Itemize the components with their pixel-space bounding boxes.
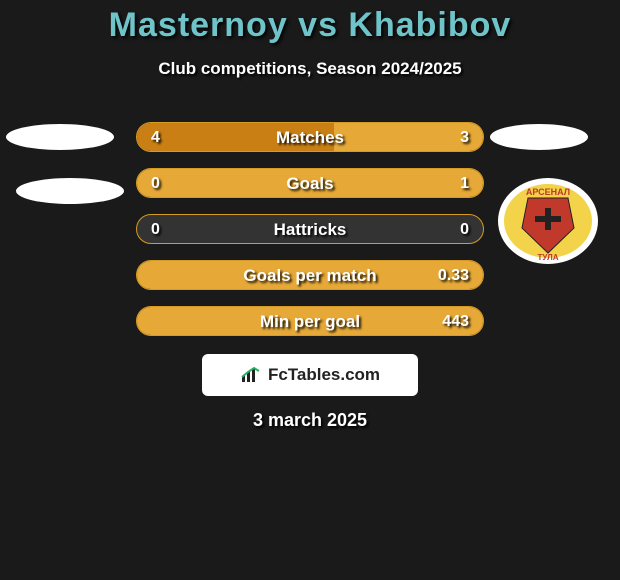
stat-value-right: 0 bbox=[460, 215, 469, 244]
player-avatar-right-0 bbox=[490, 124, 588, 150]
page-title: Masternoy vs Khabibov bbox=[0, 0, 620, 45]
svg-text:ТУЛА: ТУЛА bbox=[538, 253, 559, 262]
player-avatar-left-1 bbox=[16, 178, 124, 204]
stat-label: Min per goal bbox=[137, 307, 483, 336]
stat-row-matches: Matches4 3 bbox=[136, 122, 484, 152]
fctables-label: FcTables.com bbox=[268, 365, 380, 385]
stat-label: Goals bbox=[137, 169, 483, 198]
bar-chart-icon bbox=[240, 366, 262, 384]
svg-text:АРСЕНАЛ: АРСЕНАЛ bbox=[526, 187, 570, 197]
stat-value-right: 0.33 bbox=[438, 261, 469, 290]
fctables-badge: FcTables.com bbox=[202, 354, 418, 396]
stat-row-hattricks: Hattricks0 0 bbox=[136, 214, 484, 244]
stat-label: Matches bbox=[137, 123, 483, 152]
stat-row-goals: Goals0 1 bbox=[136, 168, 484, 198]
stat-value-left: 0 bbox=[151, 215, 160, 244]
stat-value-right: 443 bbox=[442, 307, 469, 336]
club-crest: АРСЕНАЛ ТУЛА bbox=[498, 178, 598, 264]
stat-label: Hattricks bbox=[137, 215, 483, 244]
stat-label: Goals per match bbox=[137, 261, 483, 290]
stat-value-right: 3 bbox=[460, 123, 469, 152]
stat-row-min-per-goal: Min per goal443 bbox=[136, 306, 484, 336]
date-label: 3 march 2025 bbox=[0, 410, 620, 431]
stat-value-right: 1 bbox=[460, 169, 469, 198]
stat-row-goals-per-match: Goals per match0.33 bbox=[136, 260, 484, 290]
stats-panel: Matches43Goals01Hattricks00Goals per mat… bbox=[136, 122, 484, 352]
player-avatar-left-0 bbox=[6, 124, 114, 150]
subtitle: Club competitions, Season 2024/2025 bbox=[0, 59, 620, 79]
stat-value-left: 0 bbox=[151, 169, 160, 198]
stat-value-left: 4 bbox=[151, 123, 160, 152]
